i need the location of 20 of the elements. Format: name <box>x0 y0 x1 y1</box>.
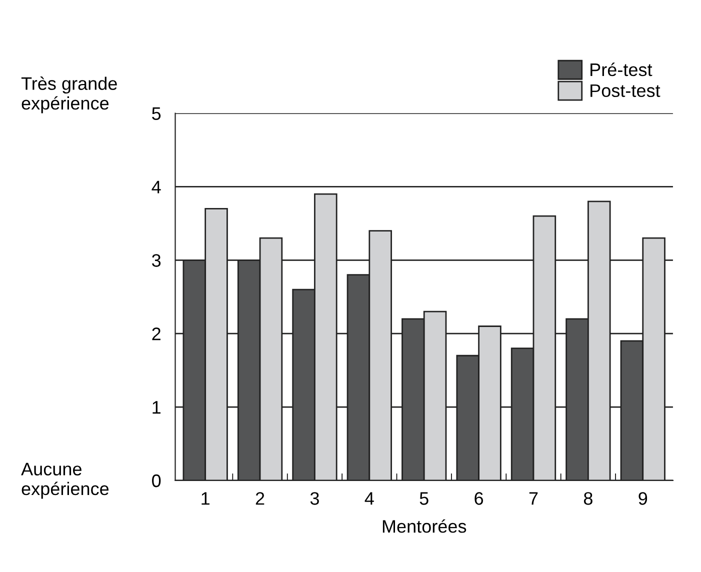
y-tick-label: 4 <box>152 180 161 194</box>
x-tick-label: 8 <box>584 492 592 505</box>
x-axis-title: Mentorées <box>382 519 466 533</box>
x-tick-label: 2 <box>256 492 264 505</box>
y-tick-label: 1 <box>152 401 160 414</box>
text: Très grande expérience <box>21 76 117 114</box>
y-tick-label: 0 <box>152 474 161 488</box>
text: Aucune expérience <box>21 462 109 499</box>
legend-label: Post-test <box>590 84 660 98</box>
y-tick-label: 3 <box>152 254 161 267</box>
y-tick-label: 2 <box>152 328 160 340</box>
legend-label: Pré-test <box>590 62 652 76</box>
x-tick-label: 4 <box>364 492 374 505</box>
x-tick-label: 1 <box>202 492 210 505</box>
y-tick-label: 5 <box>152 107 161 120</box>
x-tick-label: 6 <box>474 492 484 505</box>
x-tick-label: 9 <box>638 492 648 505</box>
x-tick-label: 3 <box>310 492 319 505</box>
x-tick-label: 7 <box>529 492 538 505</box>
x-tick-label: 5 <box>420 492 428 505</box>
